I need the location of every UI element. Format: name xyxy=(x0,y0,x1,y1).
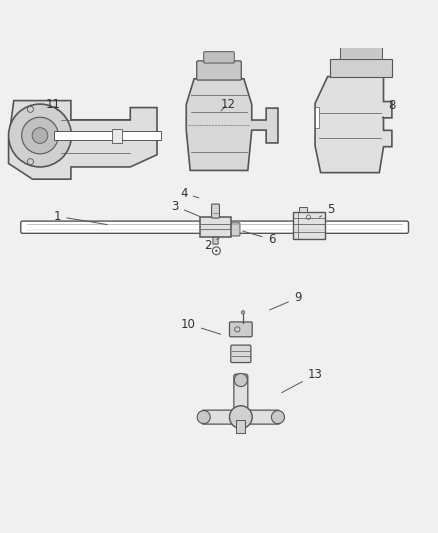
FancyBboxPatch shape xyxy=(299,207,307,212)
FancyBboxPatch shape xyxy=(234,374,248,419)
FancyBboxPatch shape xyxy=(293,212,325,239)
Text: 4: 4 xyxy=(180,187,199,200)
FancyBboxPatch shape xyxy=(237,420,245,433)
Circle shape xyxy=(234,374,247,386)
Text: 11: 11 xyxy=(46,98,60,110)
FancyBboxPatch shape xyxy=(200,217,231,237)
Circle shape xyxy=(241,311,245,314)
Text: 12: 12 xyxy=(220,98,235,111)
Circle shape xyxy=(272,410,285,424)
FancyBboxPatch shape xyxy=(21,221,409,233)
Polygon shape xyxy=(186,79,278,171)
Polygon shape xyxy=(315,77,392,173)
Text: 3: 3 xyxy=(172,200,200,216)
Text: 2: 2 xyxy=(205,238,219,252)
FancyBboxPatch shape xyxy=(113,130,122,142)
FancyBboxPatch shape xyxy=(231,223,240,236)
Text: 9: 9 xyxy=(269,292,301,310)
Polygon shape xyxy=(9,101,157,179)
Text: 5: 5 xyxy=(319,203,334,217)
Text: 6: 6 xyxy=(243,231,275,246)
FancyBboxPatch shape xyxy=(212,204,219,218)
Circle shape xyxy=(9,104,71,167)
Text: 8: 8 xyxy=(382,99,395,118)
FancyBboxPatch shape xyxy=(230,322,252,337)
Text: 13: 13 xyxy=(282,368,322,393)
FancyBboxPatch shape xyxy=(330,59,392,77)
FancyBboxPatch shape xyxy=(204,52,234,63)
Circle shape xyxy=(197,410,210,424)
Circle shape xyxy=(215,250,217,252)
FancyBboxPatch shape xyxy=(340,47,382,59)
FancyBboxPatch shape xyxy=(54,131,161,140)
Text: 1: 1 xyxy=(54,210,107,224)
Circle shape xyxy=(32,128,48,143)
Circle shape xyxy=(21,117,58,154)
FancyBboxPatch shape xyxy=(231,345,251,362)
FancyBboxPatch shape xyxy=(213,237,218,244)
Text: 10: 10 xyxy=(181,318,221,334)
FancyBboxPatch shape xyxy=(315,108,319,128)
FancyBboxPatch shape xyxy=(201,410,280,424)
FancyBboxPatch shape xyxy=(197,61,241,80)
Circle shape xyxy=(230,406,252,429)
